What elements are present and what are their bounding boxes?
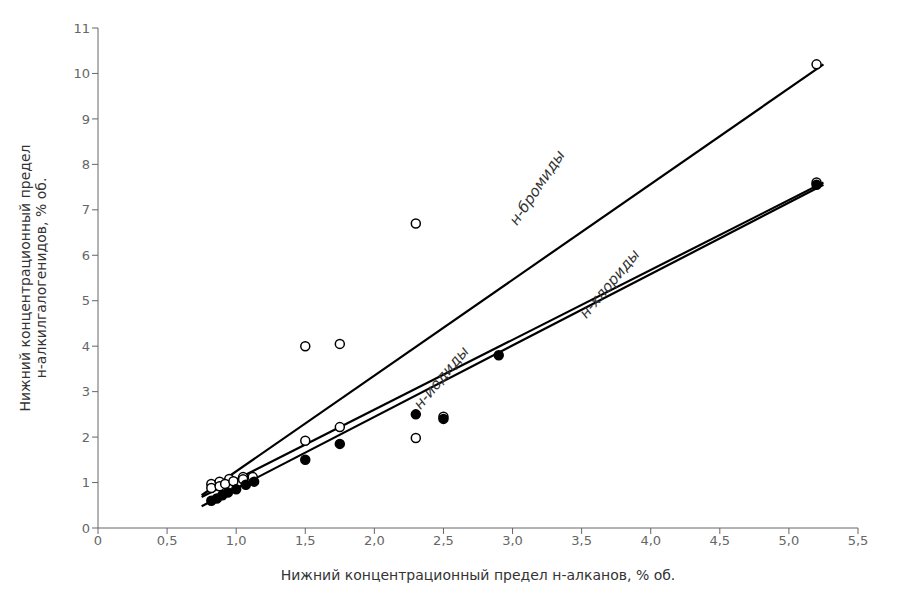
svg-text:0: 0 <box>82 521 90 536</box>
svg-text:1,5: 1,5 <box>295 533 316 548</box>
svg-text:11: 11 <box>73 21 90 36</box>
svg-text:5: 5 <box>82 293 90 308</box>
svg-text:3,0: 3,0 <box>502 533 523 548</box>
svg-text:5,0: 5,0 <box>779 533 800 548</box>
svg-text:7: 7 <box>82 202 90 217</box>
svg-text:8: 8 <box>82 157 90 172</box>
svg-text:10: 10 <box>73 66 90 81</box>
svg-text:2,5: 2,5 <box>433 533 454 548</box>
svg-text:н-бромиды: н-бромиды <box>505 147 568 229</box>
svg-text:н-хлориды: н-хлориды <box>576 246 644 322</box>
svg-text:2,0: 2,0 <box>364 533 385 548</box>
svg-text:4,5: 4,5 <box>709 533 730 548</box>
svg-text:Нижний концентрационный предел: Нижний концентрационный предел н-алканов… <box>281 567 676 583</box>
svg-text:4,0: 4,0 <box>640 533 661 548</box>
svg-text:0: 0 <box>94 533 102 548</box>
svg-text:Нижний концентрационный предел: Нижний концентрационный пределн-алкилгал… <box>17 144 50 411</box>
svg-text:0,5: 0,5 <box>157 533 178 548</box>
svg-text:3,5: 3,5 <box>571 533 592 548</box>
svg-text:4: 4 <box>82 339 90 354</box>
svg-text:3: 3 <box>82 384 90 399</box>
svg-text:9: 9 <box>82 112 90 127</box>
svg-text:2: 2 <box>82 430 90 445</box>
svg-text:1: 1 <box>82 475 90 490</box>
svg-text:6: 6 <box>82 248 90 263</box>
svg-text:5,5: 5,5 <box>848 533 869 548</box>
svg-text:н-иодиды: н-иодиды <box>410 342 473 412</box>
svg-text:1,0: 1,0 <box>226 533 247 548</box>
